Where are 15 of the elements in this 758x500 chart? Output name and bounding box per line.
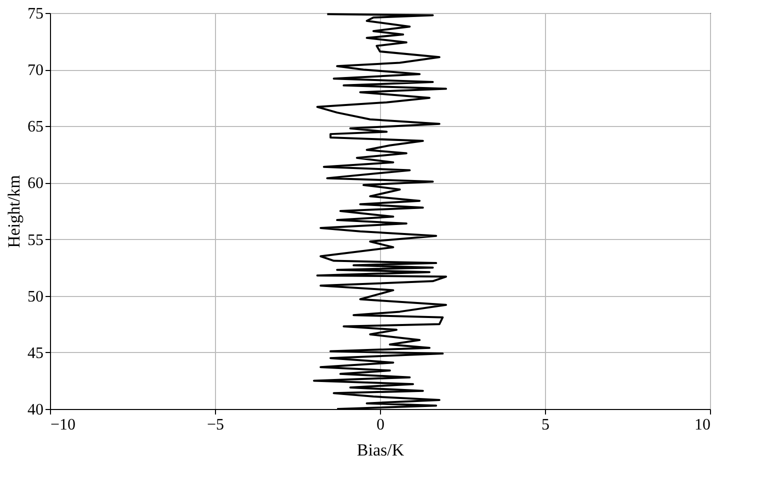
y-tick-label: 55 [28, 232, 44, 249]
x-axis-title: Bias/K [356, 440, 405, 460]
y-tick-label: 70 [28, 62, 44, 80]
x-tick-label: 0 [376, 416, 384, 434]
y-tick-label: 75 [28, 6, 44, 22]
y-tick-label: 50 [28, 288, 44, 306]
y-tick-label: 60 [28, 175, 44, 192]
y-tick-label: 45 [28, 344, 44, 362]
x-tick-label: −10 [50, 416, 76, 434]
x-tick-label: −5 [206, 416, 224, 434]
x-tick-label: 10 [694, 416, 710, 434]
y-tick-label: 40 [28, 402, 44, 418]
x-tick-label: 5 [542, 416, 550, 434]
y-axis-title: Height/km [4, 175, 24, 248]
y-tick-label: 65 [28, 118, 44, 136]
